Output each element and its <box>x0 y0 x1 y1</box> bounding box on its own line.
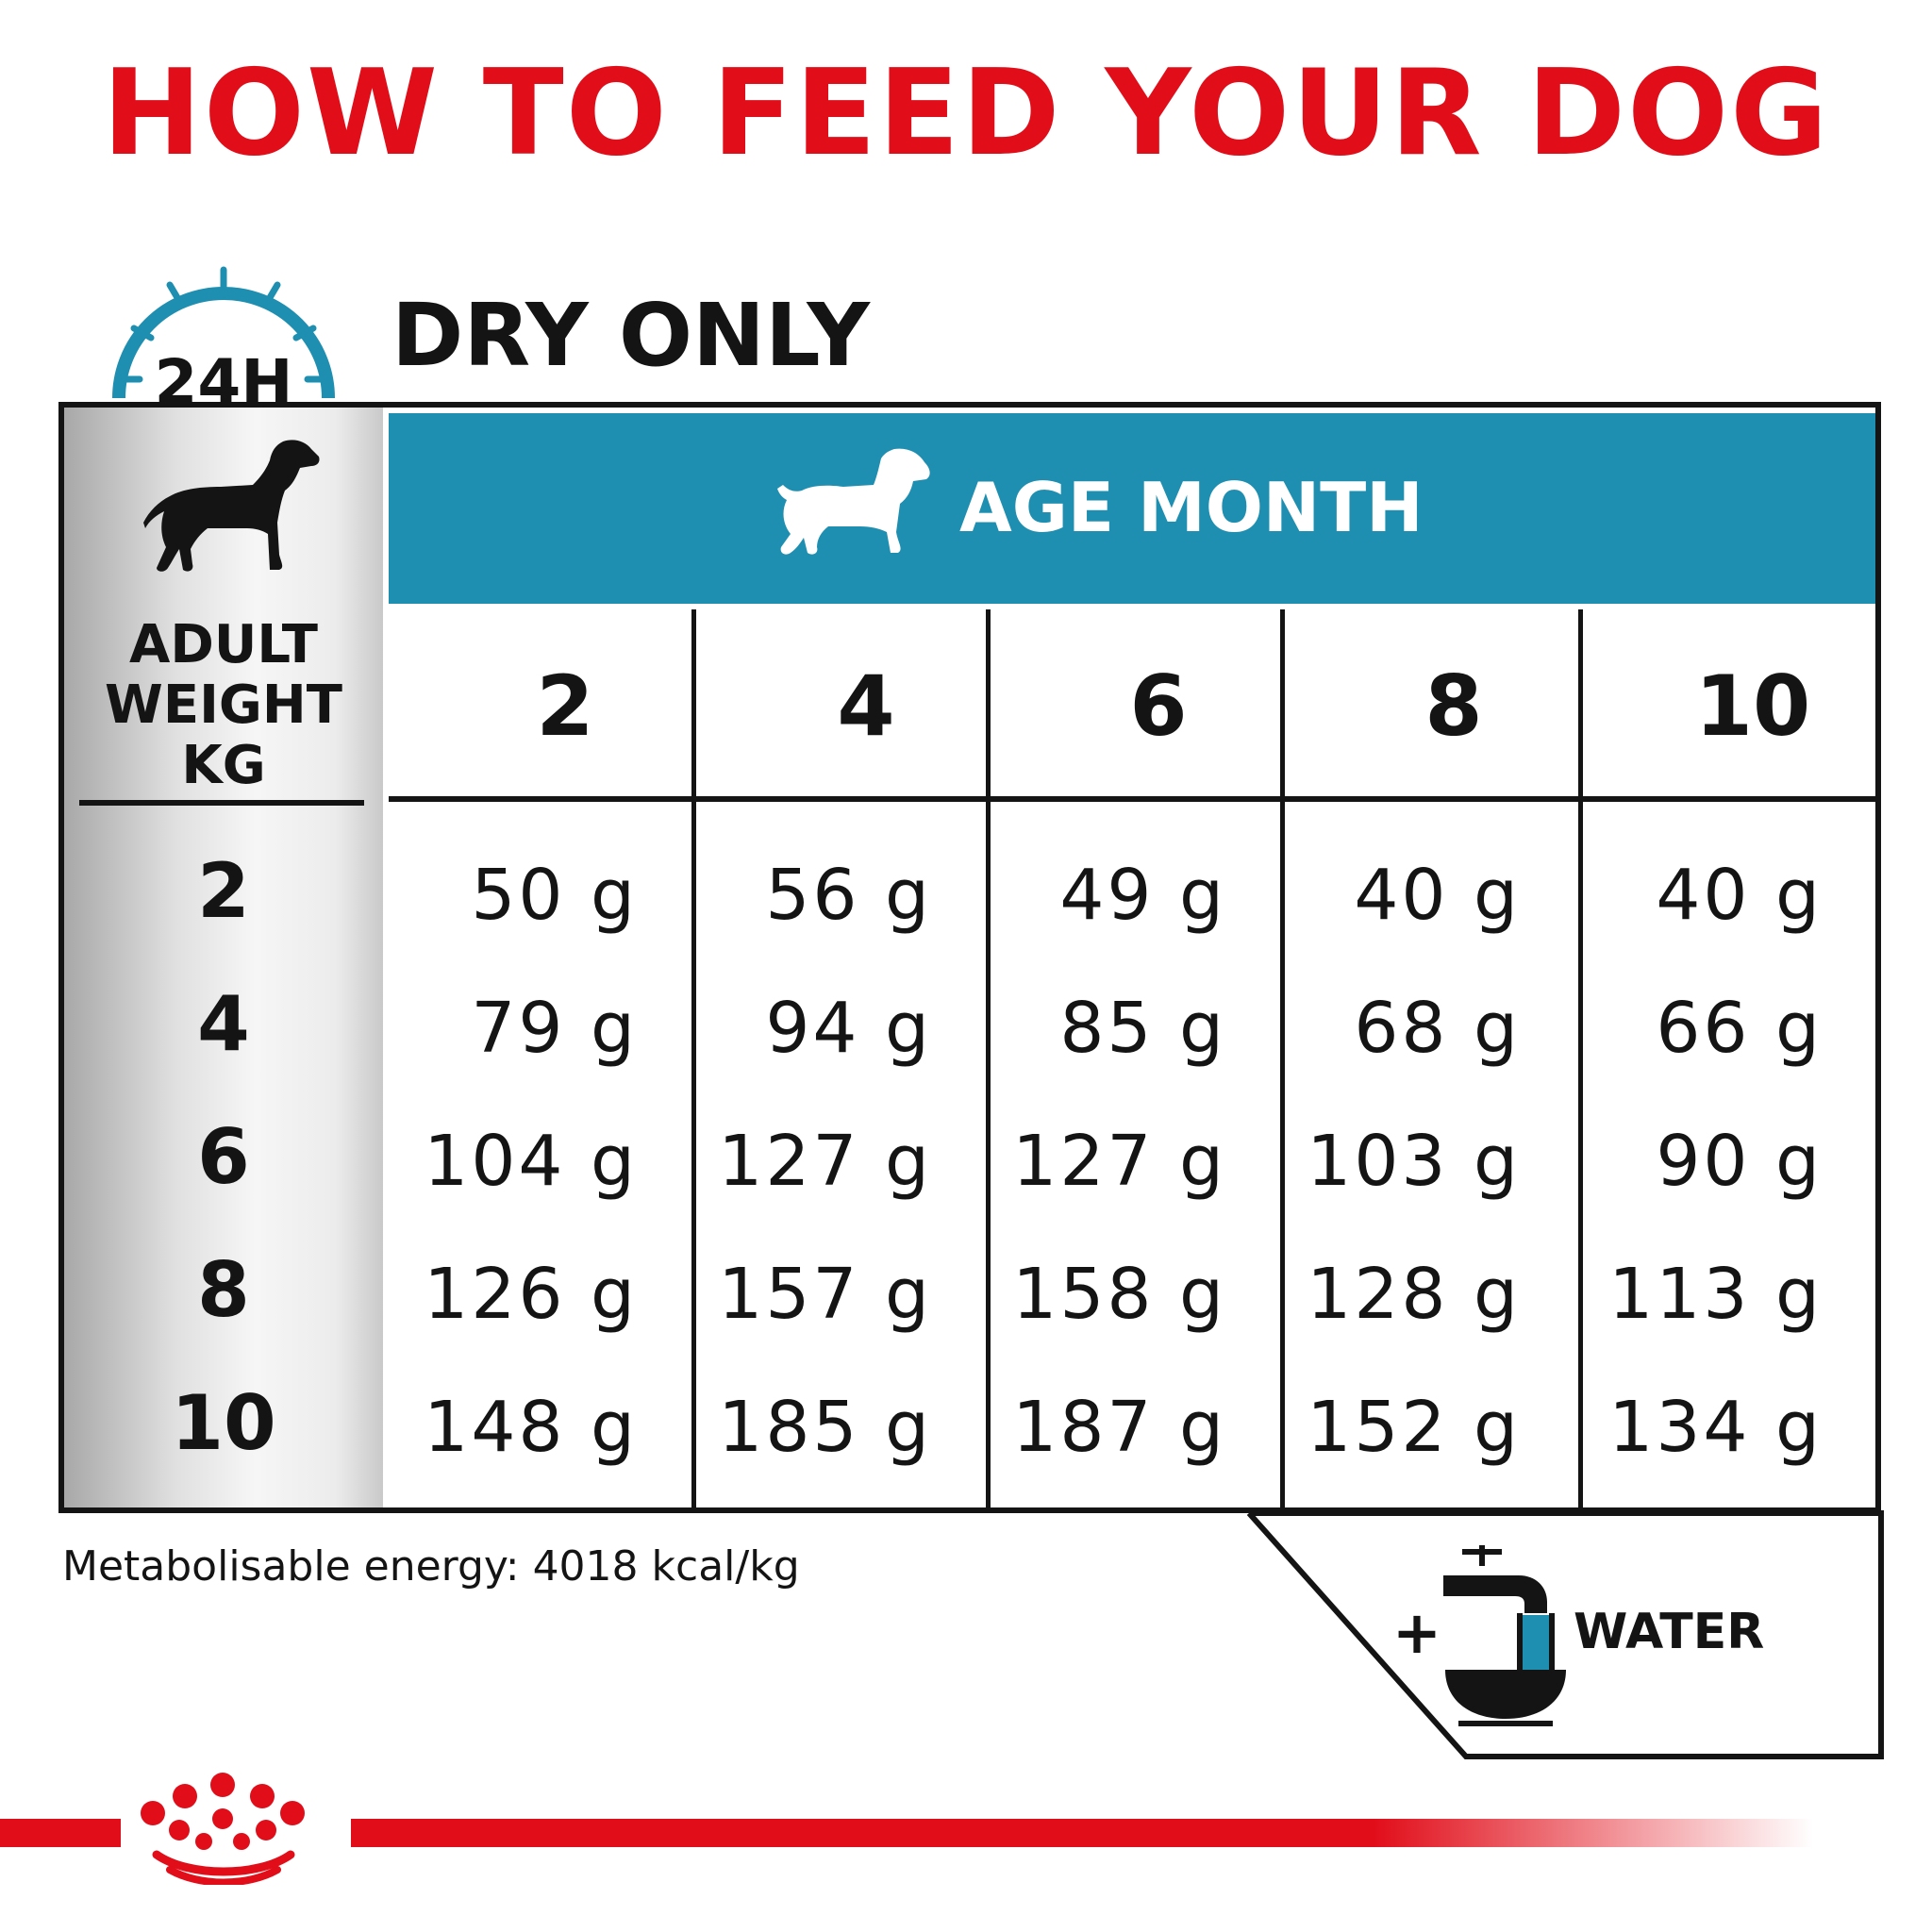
age-column-header: 10 <box>1694 658 1811 755</box>
clock-24h-icon: 24H <box>112 266 335 413</box>
table-cell: 127 g <box>1012 1121 1226 1202</box>
water-plus-sign: + <box>1392 1598 1441 1667</box>
brand-stripe <box>351 1819 1813 1847</box>
age-column-header: 2 <box>536 658 594 755</box>
weight-header-line: KG <box>181 735 266 796</box>
table-cell: 187 g <box>1012 1387 1226 1468</box>
metabolisable-energy-note: Metabolisable energy: 4018 kcal/kg <box>62 1542 800 1591</box>
water-label: WATER <box>1574 1604 1765 1660</box>
table-cell: 79 g <box>471 988 638 1069</box>
table-cell: 56 g <box>765 855 932 936</box>
table-cell: 40 g <box>1656 855 1823 936</box>
weight-value: 8 <box>197 1246 250 1334</box>
table-cell: 185 g <box>718 1387 932 1468</box>
weight-header-line: WEIGHT <box>105 675 342 736</box>
column-divider <box>691 609 696 1513</box>
page-title: HOW TO FEED YOUR DOG <box>102 43 1830 182</box>
table-cell: 148 g <box>424 1387 638 1468</box>
table-cell: 157 g <box>718 1254 932 1335</box>
section-title: DRY ONLY <box>391 285 870 386</box>
weight-value: 6 <box>197 1113 250 1201</box>
age-header-banner: AGE MONTH <box>389 413 1875 604</box>
weight-column: ADULT WEIGHT KG 2 4 6 8 10 <box>64 408 383 1507</box>
table-cell: 152 g <box>1307 1387 1521 1468</box>
weight-header-divider <box>79 800 364 806</box>
column-divider <box>1578 609 1583 1513</box>
table-cell: 126 g <box>424 1254 638 1335</box>
weight-header: ADULT WEIGHT KG <box>64 615 383 796</box>
column-divider <box>986 609 991 1513</box>
column-divider <box>1280 609 1285 1513</box>
table-cell: 49 g <box>1059 855 1226 936</box>
water-tap-bowl-icon <box>1443 1545 1566 1726</box>
weight-value: 10 <box>171 1379 276 1467</box>
table-cell: 94 g <box>765 988 932 1069</box>
table-cell: 85 g <box>1059 988 1226 1069</box>
weight-header-line: ADULT <box>129 614 318 675</box>
table-cell: 66 g <box>1656 988 1823 1069</box>
feeding-table: ADULT WEIGHT KG 2 4 6 8 10 AGE MONTH 2 4… <box>58 402 1881 1513</box>
table-cell: 90 g <box>1656 1121 1823 1202</box>
weight-value: 2 <box>197 847 250 935</box>
table-cell: 128 g <box>1307 1254 1521 1335</box>
puppy-icon <box>777 448 930 555</box>
adult-dog-icon <box>143 440 320 572</box>
royal-canin-crown-logo <box>141 1773 305 1885</box>
weight-value: 4 <box>197 980 250 1068</box>
table-cell: 50 g <box>471 855 638 936</box>
table-cell: 103 g <box>1307 1121 1521 1202</box>
table-cell: 113 g <box>1608 1254 1823 1335</box>
table-cell: 158 g <box>1012 1254 1226 1335</box>
age-header-label: AGE MONTH <box>959 468 1424 547</box>
table-cell: 40 g <box>1354 855 1521 936</box>
table-cell: 104 g <box>424 1121 638 1202</box>
brand-stripe <box>0 1819 121 1847</box>
table-cell: 134 g <box>1608 1387 1823 1468</box>
table-cell: 127 g <box>718 1121 932 1202</box>
age-column-header: 6 <box>1129 658 1188 755</box>
age-column-header: 4 <box>837 658 895 755</box>
water-box <box>1246 1510 1884 1759</box>
header-divider <box>389 796 1875 802</box>
table-cell: 68 g <box>1354 988 1521 1069</box>
age-column-header: 8 <box>1424 658 1483 755</box>
